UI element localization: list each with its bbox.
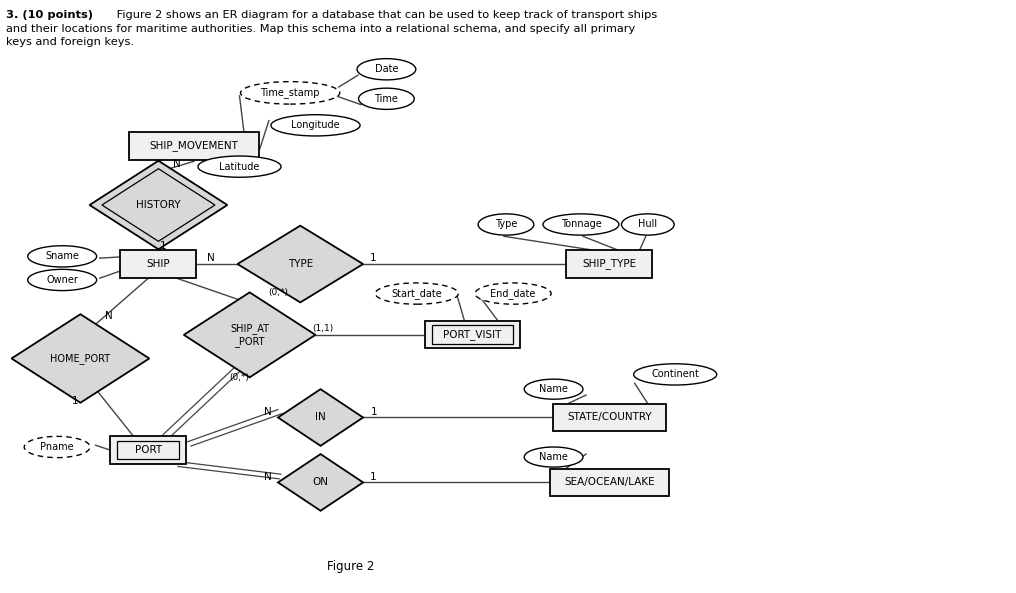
Text: Name: Name [539,384,568,394]
Polygon shape [11,314,149,403]
Text: HISTORY: HISTORY [136,200,181,210]
Ellipse shape [479,214,533,235]
Text: Continent: Continent [651,369,699,380]
Text: Time: Time [375,94,398,104]
Text: Figure 2 shows an ER diagram for a database that can be used to keep track of tr: Figure 2 shows an ER diagram for a datab… [113,10,657,20]
Text: SHIP_MOVEMENT: SHIP_MOVEMENT [149,141,239,151]
Text: Time_stamp: Time_stamp [260,87,320,98]
Text: PORT: PORT [135,445,162,455]
Text: Date: Date [375,64,398,74]
Text: N: N [105,311,113,321]
Bar [432,326,513,345]
Text: Figure 2: Figure 2 [327,560,375,573]
Ellipse shape [198,156,281,177]
Bar [118,441,179,460]
Text: Pname: Pname [41,442,74,452]
Ellipse shape [634,364,716,385]
Text: 1: 1 [370,253,377,263]
Ellipse shape [27,269,97,291]
Text: and their locations for maritime authorities. Map this schema into a relational : and their locations for maritime authori… [6,24,636,34]
Ellipse shape [359,88,415,109]
Text: keys and foreign keys.: keys and foreign keys. [6,37,134,47]
Text: SEA/OCEAN/LAKE: SEA/OCEAN/LAKE [564,477,654,487]
Text: (1,1): (1,1) [312,324,333,333]
Ellipse shape [475,283,551,304]
Ellipse shape [271,114,360,136]
Text: N: N [264,407,271,417]
Ellipse shape [375,283,458,304]
Bar [566,250,652,278]
Text: End_date: End_date [491,288,535,299]
Text: 1: 1 [72,396,78,406]
Ellipse shape [622,214,675,235]
Bar [553,404,666,431]
Text: PORT_VISIT: PORT_VISIT [443,329,502,340]
Text: STATE/COUNTRY: STATE/COUNTRY [567,413,651,422]
Ellipse shape [24,436,90,458]
Ellipse shape [543,214,619,235]
Text: Name: Name [539,452,568,462]
Text: 3. (10 points): 3. (10 points) [6,10,93,20]
Text: N: N [264,471,271,482]
Polygon shape [102,169,215,241]
Polygon shape [89,161,228,249]
Text: Type: Type [495,219,517,229]
Text: N: N [173,159,181,168]
Bar [550,469,670,496]
Ellipse shape [524,447,583,467]
Text: ON: ON [313,477,328,487]
Text: (0,*): (0,*) [230,373,250,382]
Text: 1: 1 [371,407,378,417]
Text: 1: 1 [370,471,377,482]
Polygon shape [238,226,363,302]
Text: Sname: Sname [46,251,79,262]
Ellipse shape [524,379,583,399]
Text: IN: IN [315,413,326,422]
Polygon shape [278,454,363,511]
Ellipse shape [357,59,416,80]
Bar [121,250,196,278]
Text: Latitude: Latitude [219,162,260,171]
Ellipse shape [27,246,97,267]
Text: Start_date: Start_date [391,288,442,299]
Bar [111,436,186,464]
Text: Tonnage: Tonnage [561,219,601,229]
Text: HOME_PORT: HOME_PORT [51,353,111,364]
Text: SHIP: SHIP [146,259,171,269]
Polygon shape [184,292,316,377]
Text: Hull: Hull [638,219,657,229]
Text: (0,*): (0,*) [268,288,288,297]
Text: TYPE: TYPE [288,259,313,269]
Text: N: N [207,253,215,263]
Text: Longitude: Longitude [292,120,339,130]
Text: Owner: Owner [47,275,78,285]
Bar [129,132,259,160]
Text: SHIP_TYPE: SHIP_TYPE [582,259,636,269]
Ellipse shape [241,82,339,104]
Polygon shape [278,389,363,446]
Bar [425,321,520,349]
Text: SHIP_AT
_PORT: SHIP_AT _PORT [231,323,269,346]
Text: 1: 1 [161,241,167,251]
